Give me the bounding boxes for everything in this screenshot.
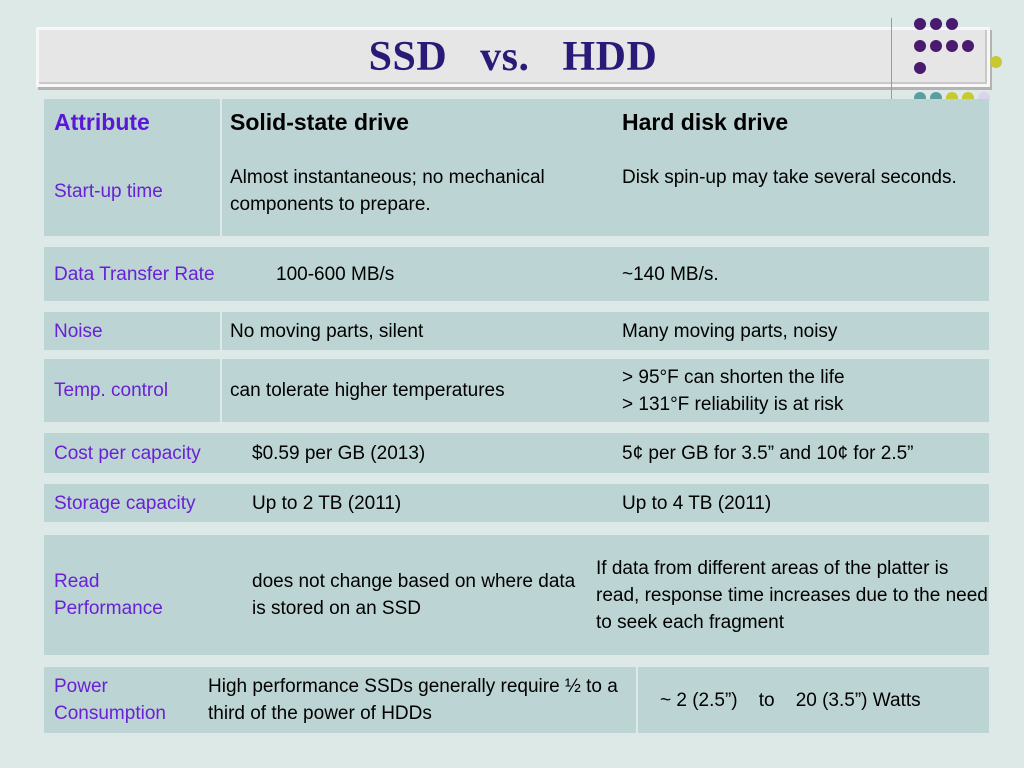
column-divider — [220, 359, 222, 422]
dot — [914, 62, 926, 74]
hdd-value: ~ 2 (2.5”) to 20 (3.5”) Watts — [660, 689, 921, 711]
ssd-value: Up to 2 TB (2011) — [252, 492, 402, 514]
ssd-value: Almost instantaneous; no mechanical comp… — [230, 167, 545, 215]
hdd-value: ~140 MB/s. — [622, 263, 719, 285]
dot — [914, 18, 926, 30]
dot — [930, 18, 942, 30]
header-ssd: Solid-state drive — [230, 109, 409, 135]
header-attribute: Attribute — [54, 109, 150, 135]
ssd-value: No moving parts, silent — [230, 320, 424, 342]
ssd-value: can tolerate higher temperatures — [230, 380, 505, 401]
table-row: Data Transfer Rate 100-600 MB/s ~140 MB/… — [44, 247, 989, 301]
hdd-value: If data from different areas of the plat… — [596, 557, 988, 633]
table-row: Start-up time Almost instantaneous; no m… — [44, 146, 989, 236]
column-divider — [220, 99, 222, 146]
header-hdd: Hard disk drive — [622, 109, 789, 135]
row-attribute: Start-up time — [54, 180, 163, 202]
row-attribute: Data Transfer Rate — [54, 263, 215, 285]
ssd-value: $0.59 per GB (2013) — [252, 442, 426, 464]
hdd-value: Many moving parts, noisy — [622, 320, 838, 342]
table-row: Power Consumption High performance SSDs … — [44, 667, 989, 733]
table-row: Storage capacity Up to 2 TB (2011) Up to… — [44, 484, 989, 522]
hdd-value-line: > 95°F can shorten the life — [622, 366, 845, 388]
decorative-divider — [891, 18, 892, 116]
row-attribute: Storage capacity — [54, 492, 196, 514]
row-attribute: Noise — [54, 320, 103, 342]
dot — [990, 56, 1002, 68]
row-attribute: Temp. control — [54, 380, 169, 401]
column-divider — [220, 146, 222, 236]
hdd-value: Disk spin-up may take several seconds. — [622, 167, 957, 188]
dot — [946, 40, 958, 52]
column-divider — [636, 667, 638, 733]
hdd-value: > 95°F can shorten the life > 131°F reli… — [612, 359, 989, 422]
dot — [946, 18, 958, 30]
hdd-value: 5¢ per GB for 3.5” and 10¢ for 2.5” — [622, 442, 914, 464]
row-attribute: Read Performance — [54, 571, 163, 619]
column-divider — [220, 312, 222, 350]
table-row: Temp. control can tolerate higher temper… — [44, 359, 989, 422]
title-bar: SSD vs. HDD — [36, 27, 990, 87]
table-row: Noise No moving parts, silent Many movin… — [44, 312, 989, 350]
dot — [914, 40, 926, 52]
table-row: Read Performance does not change based o… — [44, 535, 989, 655]
ssd-value: 100-600 MB/s — [276, 263, 395, 285]
slide-title: SSD vs. HDD — [368, 34, 658, 80]
decorative-dots — [912, 16, 1024, 108]
row-attribute: Cost per capacity — [54, 442, 201, 464]
table-header-row: Attribute Solid-state drive Hard disk dr… — [44, 99, 989, 146]
hdd-value-line: > 131°F reliability is at risk — [622, 393, 844, 415]
table-row: Cost per capacity $0.59 per GB (2013) 5¢… — [44, 433, 989, 473]
hdd-value: Up to 4 TB (2011) — [622, 492, 772, 514]
ssd-value: does not change based on where data is s… — [252, 571, 576, 619]
row-attribute: Power Consumption — [54, 676, 166, 724]
ssd-value: High performance SSDs generally require … — [208, 676, 618, 724]
dot — [930, 40, 942, 52]
dot — [962, 40, 974, 52]
